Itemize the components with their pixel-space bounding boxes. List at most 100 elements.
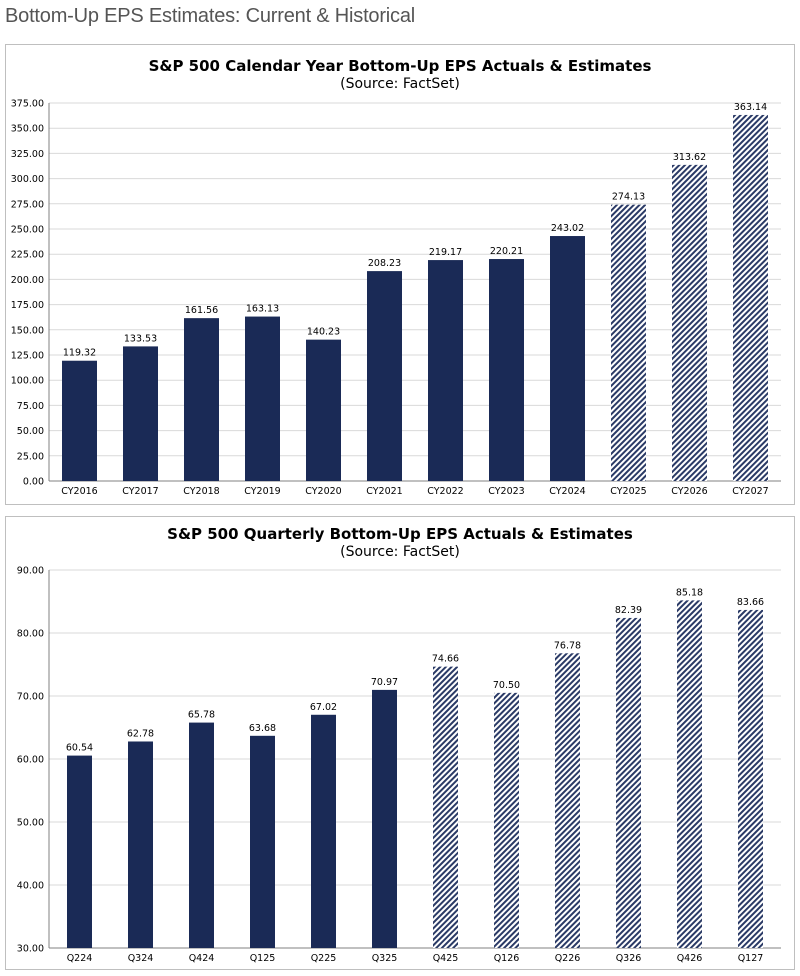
x-category-label: CY2027 <box>732 486 768 497</box>
bar-value-label: 274.13 <box>612 192 645 203</box>
bar-value-label: 70.50 <box>493 680 520 691</box>
chart-title: S&P 500 Calendar Year Bottom-Up EPS Actu… <box>149 57 652 75</box>
bar-value-label: 161.56 <box>185 305 218 316</box>
y-tick-label: 375.00 <box>11 99 44 110</box>
bar-value-label: 82.39 <box>615 605 642 616</box>
bar-value-label: 60.54 <box>66 743 93 754</box>
x-category-label: CY2018 <box>183 486 219 497</box>
quarterly-eps-chart: S&P 500 Quarterly Bottom-Up EPS Actuals … <box>17 525 781 964</box>
bar-value-label: 133.53 <box>124 333 157 344</box>
bar-value-label: 67.02 <box>310 702 337 713</box>
chart-title: S&P 500 Quarterly Bottom-Up EPS Actuals … <box>167 525 633 543</box>
bar-value-label: 243.02 <box>551 223 584 234</box>
x-category-label: Q425 <box>433 953 459 964</box>
y-tick-label: 225.00 <box>11 250 44 261</box>
x-category-label: Q324 <box>128 953 154 964</box>
bar-value-label: 313.62 <box>673 152 706 163</box>
estimate-bar-q126 <box>494 692 519 948</box>
x-category-label: CY2025 <box>610 486 646 497</box>
actual-bar-cy2023 <box>489 259 524 481</box>
x-category-label: Q224 <box>67 953 93 964</box>
x-category-label: Q424 <box>189 953 215 964</box>
estimate-bar-q425 <box>433 666 458 948</box>
y-tick-label: 40.00 <box>17 881 44 892</box>
x-category-label: CY2017 <box>122 486 158 497</box>
y-tick-label: 75.00 <box>17 401 44 412</box>
x-category-label: Q326 <box>616 953 642 964</box>
bar-value-label: 74.66 <box>432 654 459 665</box>
bar-value-label: 63.68 <box>249 723 276 734</box>
y-tick-label: 200.00 <box>11 275 44 286</box>
chart-subtitle: (Source: FactSet) <box>340 76 460 92</box>
actual-bar-q325 <box>372 689 397 948</box>
y-tick-label: 50.00 <box>17 818 44 829</box>
bar-value-label: 363.14 <box>734 102 767 113</box>
y-tick-label: 50.00 <box>17 426 44 437</box>
x-category-label: Q126 <box>494 953 520 964</box>
y-tick-label: 325.00 <box>11 149 44 160</box>
annual-eps-chart-panel: S&P 500 Calendar Year Bottom-Up EPS Actu… <box>5 44 795 505</box>
x-category-label: Q325 <box>372 953 398 964</box>
y-tick-label: 70.00 <box>17 692 44 703</box>
x-category-label: Q426 <box>677 953 703 964</box>
bar-value-label: 62.78 <box>127 728 154 739</box>
annual-eps-chart: S&P 500 Calendar Year Bottom-Up EPS Actu… <box>11 57 781 497</box>
bar-value-label: 219.17 <box>429 247 462 258</box>
actual-bar-cy2019 <box>245 316 280 481</box>
actual-bar-q225 <box>311 714 336 948</box>
bar-value-label: 140.23 <box>307 327 340 338</box>
y-tick-label: 250.00 <box>11 225 44 236</box>
x-category-label: CY2016 <box>61 486 97 497</box>
x-category-label: CY2021 <box>366 486 402 497</box>
y-tick-label: 125.00 <box>11 351 44 362</box>
actual-bar-cy2016 <box>62 360 97 481</box>
actual-bar-cy2017 <box>123 346 158 481</box>
y-tick-label: 60.00 <box>17 755 44 766</box>
bar-value-label: 70.97 <box>371 677 398 688</box>
bar-value-label: 220.21 <box>490 246 523 257</box>
bar-value-label: 76.78 <box>554 640 581 651</box>
x-category-label: Q125 <box>250 953 276 964</box>
actual-bar-cy2020 <box>306 339 341 481</box>
page-title: Bottom-Up EPS Estimates: Current & Histo… <box>5 5 416 27</box>
y-tick-label: 25.00 <box>17 451 44 462</box>
estimate-bar-cy2025 <box>611 204 646 482</box>
y-tick-label: 90.00 <box>17 566 44 577</box>
estimate-bar-q426 <box>677 600 702 948</box>
estimate-bar-cy2027 <box>733 114 768 481</box>
actual-bar-q424 <box>189 722 214 948</box>
x-category-label: Q225 <box>311 953 337 964</box>
actual-bar-q224 <box>67 755 92 948</box>
actual-bar-cy2022 <box>428 260 463 481</box>
y-tick-label: 275.00 <box>11 199 44 210</box>
estimate-bar-q326 <box>616 617 641 948</box>
x-category-label: CY2026 <box>671 486 707 497</box>
quarterly-eps-chart-panel: S&P 500 Quarterly Bottom-Up EPS Actuals … <box>5 516 795 970</box>
y-tick-label: 300.00 <box>11 174 44 185</box>
x-category-label: CY2020 <box>305 486 341 497</box>
x-category-label: CY2024 <box>549 486 585 497</box>
x-category-label: Q127 <box>738 953 764 964</box>
y-tick-label: 30.00 <box>17 944 44 955</box>
y-tick-label: 150.00 <box>11 325 44 336</box>
actual-bar-q125 <box>250 735 275 948</box>
y-tick-label: 80.00 <box>17 629 44 640</box>
x-category-label: CY2019 <box>244 486 280 497</box>
y-tick-label: 100.00 <box>11 376 44 387</box>
estimate-bar-q127 <box>738 609 763 948</box>
y-tick-label: 350.00 <box>11 124 44 135</box>
bar-value-label: 65.78 <box>188 710 215 721</box>
actual-bar-q324 <box>128 741 153 948</box>
estimate-bar-q226 <box>555 653 580 948</box>
x-category-label: Q226 <box>555 953 581 964</box>
y-tick-label: 0.00 <box>23 477 44 488</box>
chart-subtitle: (Source: FactSet) <box>340 544 460 560</box>
bar-value-label: 163.13 <box>246 304 279 315</box>
actual-bar-cy2024 <box>550 236 585 481</box>
x-category-label: CY2023 <box>488 486 524 497</box>
bar-value-label: 85.18 <box>676 587 703 598</box>
bar-value-label: 208.23 <box>368 258 401 269</box>
actual-bar-cy2018 <box>184 318 219 481</box>
y-tick-label: 175.00 <box>11 300 44 311</box>
actual-bar-cy2021 <box>367 271 402 481</box>
